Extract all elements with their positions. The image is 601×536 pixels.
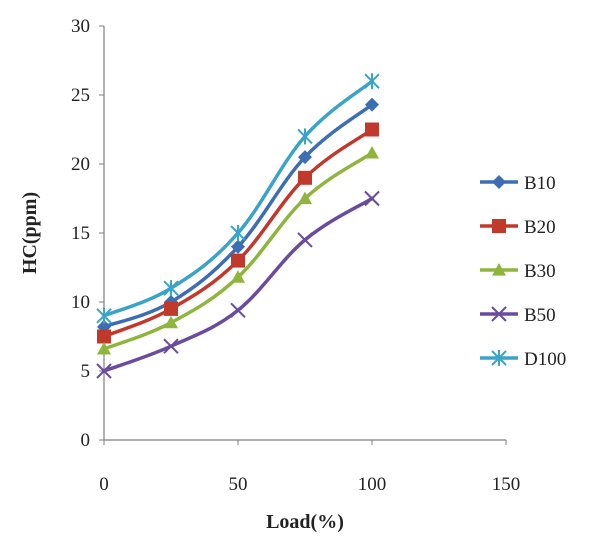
series-line-b50 — [102, 196, 374, 373]
data-point-b10 — [365, 97, 379, 112]
data-point-d100 — [163, 280, 179, 297]
legend-marker — [491, 350, 507, 366]
y-tick-label: 20 — [71, 154, 90, 175]
legend-item-d100: D100 — [480, 349, 566, 370]
y-tick-label: 5 — [81, 361, 91, 382]
axes: 0 5 10 15 20 25 30 0 50 100 150 Load(%) HC(ppm) — [19, 16, 520, 533]
legend-marker — [492, 175, 506, 189]
y-tick-label: 25 — [71, 85, 90, 106]
legend: B10 B20 B30 B50 D100 — [480, 173, 566, 370]
y-tick-label: 15 — [71, 223, 90, 244]
data-point-b50 — [163, 338, 179, 354]
legend-marker — [492, 263, 506, 276]
data-point-b20 — [97, 329, 111, 344]
data-point-d100 — [230, 225, 246, 241]
legend-item-b10: B10 — [480, 173, 556, 194]
data-point-b50-stroke — [163, 338, 179, 354]
data-point-b30 — [97, 341, 111, 355]
x-axis-title: Load(%) — [266, 511, 344, 533]
legend-marker — [492, 219, 506, 233]
legend-label: B30 — [524, 261, 556, 282]
data-point-b50-stroke — [96, 363, 112, 379]
legend-label: D100 — [524, 349, 566, 370]
data-point-b50-stroke — [297, 232, 313, 248]
data-point-b50 — [297, 232, 313, 248]
legend-item-b30: B30 — [480, 261, 556, 282]
data-point-b20 — [164, 301, 178, 316]
data-point-b30 — [365, 145, 379, 159]
series-markers — [96, 73, 380, 379]
data-point-d100 — [96, 307, 112, 324]
legend-marker-stroke — [491, 306, 507, 322]
data-point-b50-stroke — [364, 190, 380, 207]
legend-label: B50 — [524, 305, 556, 326]
legend-label: B20 — [524, 217, 556, 238]
data-point-b50 — [364, 190, 380, 207]
data-point-b20 — [365, 122, 379, 137]
legend-item-b50: B50 — [480, 305, 556, 326]
series-line-b10 — [102, 102, 374, 329]
x-tick-label: 0 — [99, 474, 109, 495]
x-tick-label: 50 — [229, 474, 248, 495]
data-point-b50 — [230, 302, 246, 318]
data-point-b30 — [298, 191, 312, 205]
x-tick-label: 150 — [492, 474, 521, 495]
legend-label: B10 — [524, 173, 556, 194]
y-tick-label: 0 — [81, 430, 91, 451]
data-point-b20 — [231, 253, 245, 268]
y-tick-label: 10 — [71, 292, 90, 313]
data-point-b50-stroke — [230, 302, 246, 318]
data-point-b20 — [298, 170, 312, 185]
y-axis-title: HC(ppm) — [19, 192, 41, 274]
data-point-b10 — [298, 150, 312, 165]
data-point-b10 — [231, 239, 245, 254]
x-tick-label: 100 — [358, 474, 387, 495]
data-point-b50 — [96, 363, 112, 379]
data-point-b30 — [164, 315, 178, 329]
y-tick-label: 30 — [71, 16, 90, 37]
legend-marker — [491, 306, 507, 322]
data-point-b30 — [231, 270, 245, 283]
data-point-d100 — [364, 73, 380, 90]
legend-item-b20: B20 — [480, 217, 556, 238]
data-point-d100 — [297, 128, 313, 145]
